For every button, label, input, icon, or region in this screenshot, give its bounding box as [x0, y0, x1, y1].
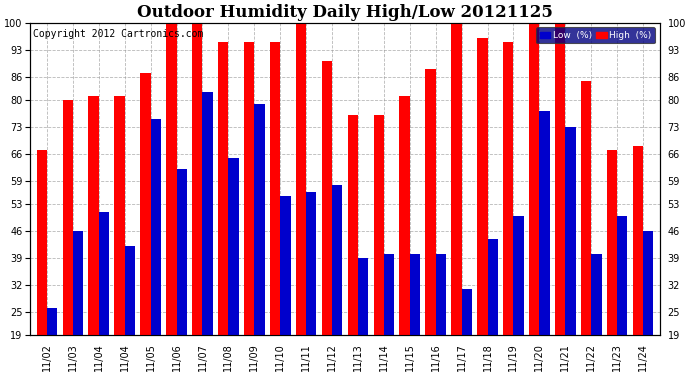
Bar [435, 254, 446, 375]
Text: Copyright 2012 Cartronics.com: Copyright 2012 Cartronics.com [33, 29, 204, 39]
Bar [150, 119, 161, 375]
Bar [529, 23, 540, 375]
Bar [581, 81, 591, 375]
Bar [373, 115, 384, 375]
Bar [192, 23, 202, 375]
Bar [202, 92, 213, 375]
Bar [218, 42, 228, 375]
Bar [617, 216, 627, 375]
Bar [462, 289, 472, 375]
Bar [73, 231, 83, 375]
Bar [322, 61, 332, 375]
Bar [125, 246, 135, 375]
Bar [643, 231, 653, 375]
Bar [244, 42, 255, 375]
Bar [477, 38, 488, 375]
Legend: Low  (%), High  (%): Low (%), High (%) [536, 27, 656, 44]
Bar [99, 212, 109, 375]
Bar [425, 69, 435, 375]
Bar [255, 104, 265, 375]
Bar [565, 127, 575, 375]
Bar [555, 23, 565, 375]
Bar [177, 170, 187, 375]
Bar [47, 308, 57, 375]
Bar [332, 185, 342, 375]
Bar [410, 254, 420, 375]
Bar [513, 216, 524, 375]
Bar [633, 146, 643, 375]
Bar [591, 254, 602, 375]
Bar [306, 192, 317, 375]
Bar [540, 111, 550, 375]
Bar [503, 42, 513, 375]
Bar [607, 150, 617, 375]
Bar [280, 196, 290, 375]
Bar [166, 23, 177, 375]
Bar [384, 254, 394, 375]
Bar [37, 150, 47, 375]
Title: Outdoor Humidity Daily High/Low 20121125: Outdoor Humidity Daily High/Low 20121125 [137, 4, 553, 21]
Bar [348, 115, 358, 375]
Bar [88, 96, 99, 375]
Bar [451, 23, 462, 375]
Bar [115, 96, 125, 375]
Bar [358, 258, 368, 375]
Bar [140, 73, 150, 375]
Bar [63, 100, 73, 375]
Bar [488, 239, 498, 375]
Bar [400, 96, 410, 375]
Bar [228, 158, 239, 375]
Bar [296, 23, 306, 375]
Bar [270, 42, 280, 375]
